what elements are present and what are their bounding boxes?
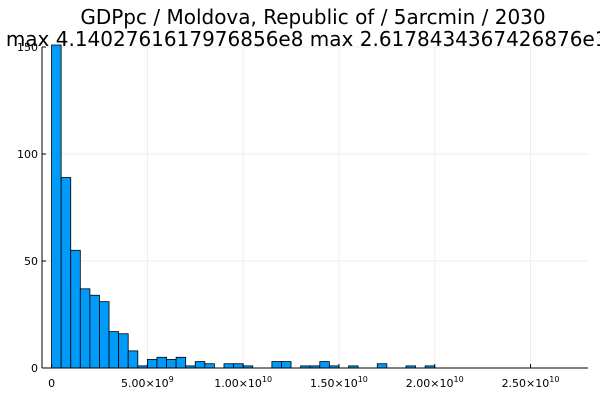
histogram-bar [376, 363, 388, 369]
y-tick-label: 150 [17, 41, 38, 54]
y-tick-label: 0 [31, 362, 38, 375]
x-tick-exponent: 10 [454, 375, 464, 384]
histogram-bar [118, 333, 129, 369]
histogram-bar [60, 177, 72, 369]
x-axis-ticks: 0 5.00×109 1.00×1010 1.50×1010 2.00×1010 2.50… [48, 364, 559, 390]
x-tick-label: 1.50×1010 [310, 375, 368, 390]
histogram-bar [99, 301, 110, 369]
histogram-bar [70, 249, 81, 369]
y-axis-ticks: 0 50 100 150 [17, 41, 46, 375]
y-tick-label: 50 [24, 255, 38, 268]
histogram-bar [271, 361, 282, 369]
chart-title: GDPpc / Moldova, Republic of / 5arcmin /… [80, 5, 545, 29]
histogram-bar [127, 350, 139, 369]
x-tick-label: 2.50×1010 [502, 375, 560, 390]
histogram-bars [51, 44, 436, 369]
axes [41, 47, 588, 369]
x-tick-label: 0 [48, 377, 55, 390]
x-tick-exponent: 10 [358, 375, 368, 384]
histogram-bar [89, 294, 100, 369]
histogram-bar [194, 361, 206, 369]
histogram-bar [233, 363, 244, 369]
histogram-bar [166, 359, 177, 369]
y-tick-label: 100 [17, 148, 38, 161]
histogram-bar [79, 288, 91, 369]
histogram-bar [108, 331, 120, 369]
x-tick-exponent: 9 [169, 375, 174, 384]
histogram-bar [146, 359, 158, 369]
histogram-bar [51, 44, 62, 369]
histogram-bar [175, 356, 187, 369]
x-tick-exponent: 10 [262, 375, 272, 384]
histogram-bar [204, 363, 215, 369]
grid-lines [42, 46, 588, 369]
x-tick-label: 1.00×1010 [214, 375, 272, 390]
x-tick-exponent: 10 [549, 375, 559, 384]
histogram-bar [281, 361, 292, 369]
histogram-bar [223, 363, 234, 369]
x-tick-label: 2.00×1010 [406, 375, 464, 390]
histogram-bar [156, 356, 167, 369]
x-tick-label: 5.00×109 [121, 375, 174, 390]
histogram-bar [319, 361, 330, 369]
